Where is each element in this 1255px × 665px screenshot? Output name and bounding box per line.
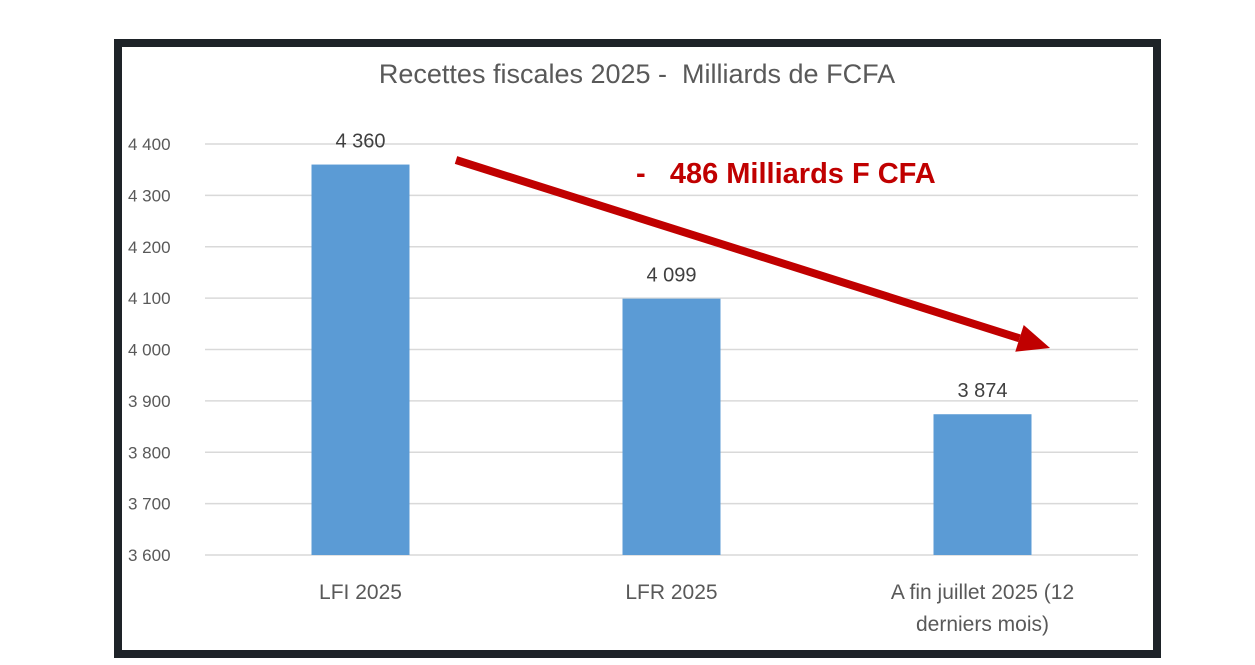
y-tick-label: 3 600 bbox=[128, 546, 171, 565]
y-tick-label: 4 000 bbox=[128, 341, 171, 360]
bar bbox=[933, 414, 1032, 555]
x-tick-label: A fin juillet 2025 (12 bbox=[891, 581, 1074, 604]
y-tick-label: 4 200 bbox=[128, 238, 171, 257]
arrow-head-icon bbox=[1015, 324, 1050, 352]
chart-title: Recettes fiscales 2025 - Milliards de FC… bbox=[379, 59, 895, 89]
y-tick-label: 4 100 bbox=[128, 289, 171, 308]
y-tick-label: 4 300 bbox=[128, 186, 171, 205]
y-tick-label: 3 900 bbox=[128, 392, 171, 411]
y-tick-label: 3 800 bbox=[128, 443, 171, 462]
y-tick-label: 3 700 bbox=[128, 495, 171, 514]
arrow-shaft bbox=[454, 156, 1021, 343]
x-tick-label: LFR 2025 bbox=[625, 581, 717, 604]
bar bbox=[622, 298, 721, 555]
data-label: 3 874 bbox=[957, 380, 1007, 402]
data-label: 4 099 bbox=[646, 265, 696, 287]
bar bbox=[311, 164, 410, 556]
x-tick-label: derniers mois) bbox=[916, 613, 1049, 636]
x-tick-label: LFI 2025 bbox=[319, 581, 402, 604]
annotation-text: - 486 Milliards F CFA bbox=[636, 158, 936, 190]
y-tick-label: 4 400 bbox=[128, 135, 171, 154]
data-label: 4 360 bbox=[335, 131, 385, 153]
